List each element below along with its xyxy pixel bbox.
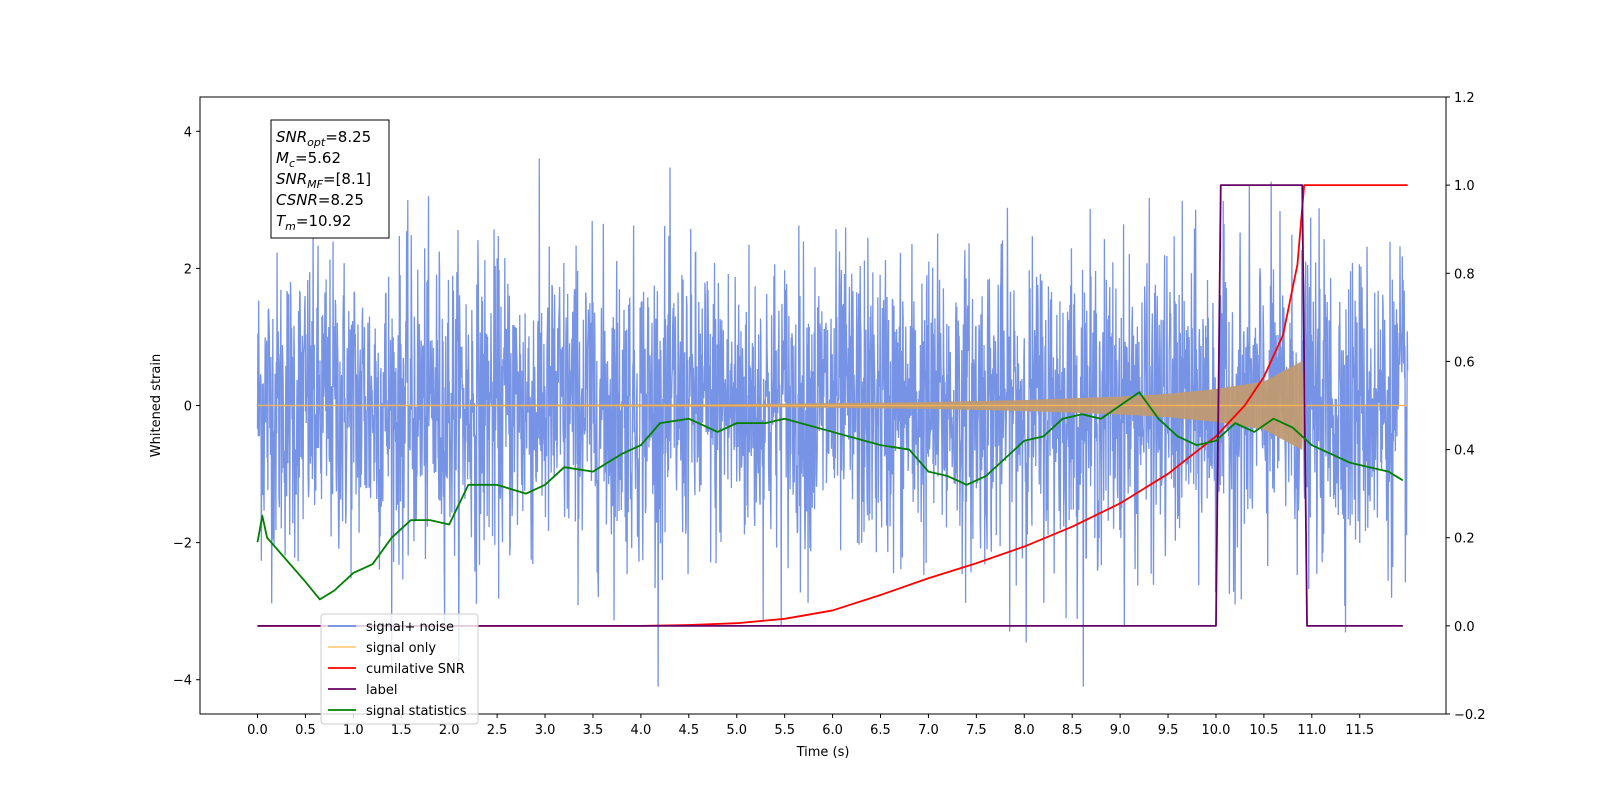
x-tick-label: 1.5 bbox=[391, 723, 412, 738]
legend: signal+ noise signal only cumilative SNR la… bbox=[320, 613, 479, 725]
y2-tick-label: 1.2 bbox=[1454, 91, 1475, 106]
label-line bbox=[257, 184, 1403, 627]
x-tick-label: 1.0 bbox=[343, 723, 364, 738]
x-tick-label: 0.0 bbox=[247, 723, 268, 738]
x-tick-label: 9.5 bbox=[1158, 723, 1179, 738]
x-tick-label: 7.5 bbox=[966, 723, 987, 738]
x-tick-label: 3.0 bbox=[535, 723, 556, 738]
legend-entry: label bbox=[366, 683, 397, 698]
y-tick-label: −4 bbox=[173, 674, 192, 689]
y2-tick-label: −0.2 bbox=[1454, 708, 1486, 723]
x-tick-label: 10.0 bbox=[1201, 723, 1230, 738]
x-tick-label: 8.0 bbox=[1014, 723, 1035, 738]
y2-tick-label: 0.6 bbox=[1454, 355, 1475, 370]
y2-tick-label: 0.4 bbox=[1454, 444, 1475, 459]
cumulative-snr-line bbox=[257, 184, 1408, 627]
legend-entry: signal statistics bbox=[366, 704, 467, 719]
y-tick-label: −2 bbox=[173, 537, 192, 552]
y2-tick-label: 1.0 bbox=[1454, 179, 1475, 194]
series-label bbox=[257, 184, 1403, 627]
y-axis-right: 1.2 1.0 0.8 0.6 0.4 0.2 0.0 −0.2 bbox=[1446, 91, 1486, 723]
x-tick-label: 5.0 bbox=[726, 723, 747, 738]
annotation-line: Tm=10.92 bbox=[276, 212, 351, 233]
legend-entry: cumilative SNR bbox=[366, 662, 465, 677]
y-tick-label: 0 bbox=[184, 400, 192, 415]
annotation-line: Mc=5.62 bbox=[276, 149, 341, 170]
x-tick-label: 7.0 bbox=[918, 723, 939, 738]
y-tick-label: 4 bbox=[184, 125, 192, 140]
x-tick-label: 4.5 bbox=[678, 723, 699, 738]
x-tick-label: 10.5 bbox=[1249, 723, 1278, 738]
x-axis: 0.0 0.5 1.0 1.5 2.0 2.5 3.0 3.5 4.0 4.5 5.0 5.5 6.0 6… bbox=[247, 714, 1374, 738]
x-axis-label: Time (s) bbox=[796, 745, 850, 760]
x-tick-label: 2.5 bbox=[487, 723, 508, 738]
legend-entry: signal only bbox=[366, 641, 436, 656]
y-axis-label: Whitened strain bbox=[149, 354, 164, 457]
x-tick-label: 6.5 bbox=[870, 723, 891, 738]
series-signal-only bbox=[257, 360, 1408, 451]
legend-entry: signal+ noise bbox=[366, 620, 454, 635]
annotation-line: SNRMF=[8.1] bbox=[276, 170, 371, 191]
x-tick-label: 9.0 bbox=[1110, 723, 1131, 738]
x-tick-label: 5.5 bbox=[774, 723, 795, 738]
annotation-line: SNRopt=8.25 bbox=[276, 128, 371, 149]
y2-tick-label: 0.8 bbox=[1454, 267, 1475, 282]
x-tick-label: 0.5 bbox=[295, 723, 316, 738]
x-tick-label: 11.0 bbox=[1297, 723, 1326, 738]
y-axis-left: 4 2 0 −2 −4 bbox=[173, 125, 200, 689]
x-tick-label: 3.5 bbox=[583, 723, 604, 738]
x-tick-label: 6.0 bbox=[822, 723, 843, 738]
signal-statistics-line bbox=[256, 391, 1404, 601]
y2-tick-label: 0.0 bbox=[1454, 620, 1475, 635]
annotation-frame bbox=[270, 119, 390, 239]
legend-frame bbox=[320, 613, 479, 725]
x-tick-label: 2.0 bbox=[439, 723, 460, 738]
annotation-line: CSNR=8.25 bbox=[276, 191, 364, 209]
y-tick-label: 2 bbox=[184, 262, 192, 277]
series-signal-statistics bbox=[256, 391, 1404, 601]
x-tick-label: 4.0 bbox=[631, 723, 652, 738]
x-tick-label: 11.5 bbox=[1345, 723, 1374, 738]
y2-tick-label: 0.2 bbox=[1454, 532, 1475, 547]
x-tick-label: 8.5 bbox=[1062, 723, 1083, 738]
series-cumulative-snr bbox=[257, 184, 1408, 627]
